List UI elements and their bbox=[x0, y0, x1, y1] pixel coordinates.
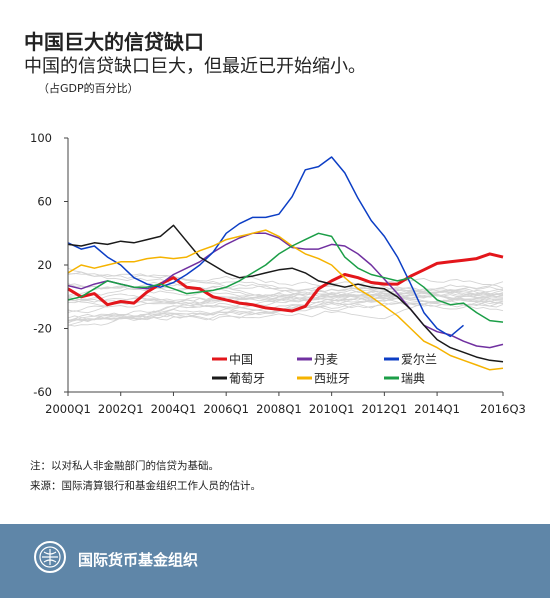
x-tick-label: 2000Q1 bbox=[45, 402, 91, 416]
background-series-line bbox=[67, 272, 504, 300]
series-line-5 bbox=[67, 232, 504, 323]
x-tick-label: 2010Q1 bbox=[309, 402, 355, 416]
series-line-3 bbox=[67, 224, 504, 363]
background-series-line bbox=[67, 284, 504, 322]
footer-bar: 国际货币基金组织 bbox=[0, 524, 550, 598]
legend-label: 西班牙 bbox=[314, 372, 350, 386]
legend-label: 爱尔兰 bbox=[401, 352, 437, 367]
x-tick-label: 2008Q1 bbox=[256, 402, 302, 416]
axes: -60 -20 20 60 100 2000Q1 2002Q1 2004Q1 2006Q1 200… bbox=[30, 131, 526, 416]
x-tick-label: 2014Q1 bbox=[414, 402, 460, 416]
series-group bbox=[67, 156, 504, 371]
axis-frame bbox=[67, 138, 503, 393]
notes: 注：以对私人非金融部门的信贷为基础。 来源：国际清算银行和基金组织工作人员的估计… bbox=[30, 456, 261, 496]
y-tick-label: 20 bbox=[37, 258, 52, 272]
x-tick-label: 2006Q1 bbox=[203, 402, 249, 416]
chart-title: 中国巨大的信贷缺口 bbox=[24, 30, 204, 54]
background-series-line bbox=[67, 296, 504, 312]
y-tick-label: 60 bbox=[37, 195, 52, 209]
chart-subtitle: 中国的信贷缺口巨大，但最近已开始缩小。 bbox=[24, 56, 366, 77]
legend-label: 中国 bbox=[229, 352, 253, 367]
series-line-4 bbox=[67, 229, 504, 371]
note-text: 注：以对私人非金融部门的信贷为基础。 bbox=[30, 460, 219, 472]
series-line-2 bbox=[67, 156, 464, 338]
series-line-0 bbox=[67, 252, 504, 313]
y-tick-label: 100 bbox=[30, 131, 52, 145]
org-name: 国际货币基金组织 bbox=[78, 551, 199, 569]
x-tick-label: 2004Q1 bbox=[151, 402, 197, 416]
y-tick-label: -60 bbox=[33, 385, 52, 399]
series-line-1 bbox=[67, 232, 504, 349]
x-tick-label: 2002Q1 bbox=[98, 402, 144, 416]
line-chart: -60 -20 20 60 100 2000Q1 2002Q1 2004Q1 2006Q1 200… bbox=[30, 131, 526, 416]
source-text: 来源：国际清算银行和基金组织工作人员的估计。 bbox=[30, 480, 261, 492]
imf-seal-icon bbox=[34, 541, 66, 573]
x-tick-label: 2016Q3 bbox=[480, 402, 526, 416]
y-tick-label: -20 bbox=[33, 322, 52, 336]
legend-label: 瑞典 bbox=[401, 372, 425, 386]
legend-label: 葡萄牙 bbox=[229, 372, 265, 386]
unit-label: （占GDP的百分比） bbox=[38, 82, 139, 95]
background-series-line bbox=[67, 300, 504, 324]
background-series-line bbox=[67, 293, 504, 306]
legend-label: 丹麦 bbox=[314, 353, 338, 367]
x-tick-label: 2012Q1 bbox=[362, 402, 408, 416]
